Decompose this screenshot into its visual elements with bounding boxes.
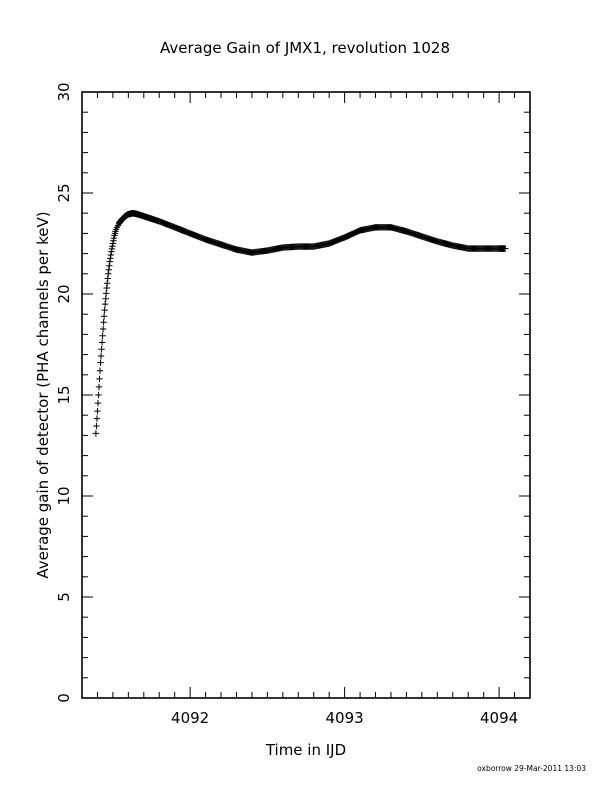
data-point-marker [96,367,104,374]
data-point-marker [110,237,117,245]
data-point-marker [98,346,105,353]
data-point-marker [108,248,115,255]
y-tick-label: 5 [55,592,73,602]
x-tick-label: 4094 [480,709,518,727]
y-tick-label: 30 [55,82,73,101]
data-point-marker [97,359,104,366]
data-point-marker [104,280,111,287]
footer-timestamp: oxborrow 29-Mar-2011 13:03 [477,764,586,773]
x-axis-tick-labels: 4092 4093 4094 [171,709,518,727]
data-point-marker [109,242,116,250]
data-point-marker [95,391,102,399]
data-point-marker [97,352,105,360]
data-point-marker [109,240,117,247]
chart-title: Average Gain of JMX1, revolution 1028 [160,39,450,57]
y-axis-tick-labels: 0 5 10 15 20 25 30 [55,82,73,702]
data-point-marker [106,258,114,265]
data-point-marker [105,266,112,273]
y-axis-ticks [82,91,530,699]
data-point-marker [100,319,107,326]
data-point-marker [99,332,106,339]
data-point-marker [99,325,107,333]
data-point-marker [93,415,101,422]
data-point-marker [105,270,112,277]
data-point-marker [94,407,101,415]
data-point-marker [98,339,106,346]
y-tick-label: 20 [55,284,73,303]
data-point-marker [102,295,109,302]
y-axis-label: Average gain of detector (PHA channels p… [34,211,52,578]
x-tick-label: 4093 [326,709,364,727]
data-point-marker [103,284,110,292]
y-tick-label: 0 [55,693,73,703]
data-point-marker [95,383,103,391]
x-axis-ticks [81,92,531,698]
x-tick-label: 4092 [171,709,209,727]
data-point-marker [110,234,118,242]
data-point-marker [103,290,110,297]
plot-frame [81,91,531,699]
data-point-marker [108,245,116,253]
data-markers [92,210,509,437]
data-point-marker [100,313,108,320]
data-point-marker [92,430,100,437]
data-point-marker [106,262,113,269]
data-point-marker [107,255,114,262]
y-tick-label: 15 [55,385,73,404]
y-tick-label: 25 [55,183,73,202]
data-point-marker [101,306,108,314]
data-point-marker [107,251,115,259]
data-point-marker [94,399,102,407]
x-axis-label: Time in IJD [265,741,346,759]
data-point-marker [93,422,100,430]
data-point-marker [101,300,109,308]
data-point-marker [502,245,509,252]
y-tick-label: 10 [55,486,73,505]
data-point-marker [96,375,103,383]
data-point-marker [104,275,111,282]
